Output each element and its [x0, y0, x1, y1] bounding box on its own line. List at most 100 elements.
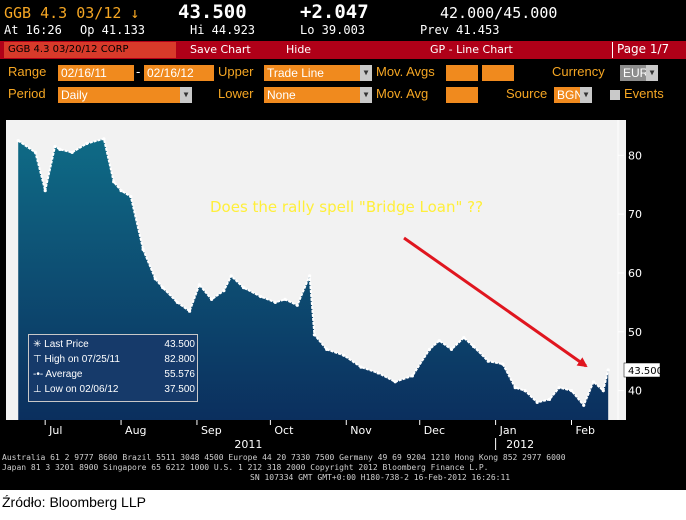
price-point: [129, 194, 133, 199]
mov-avgs-input-2[interactable]: [482, 65, 514, 81]
legend-last-price-label: ✳ Last Price: [33, 339, 89, 350]
price-point: [486, 359, 490, 363]
bloomberg-terminal: GGB 4.3 03/12 ↓ 43.500 +2.047 42.000/45.…: [0, 0, 686, 490]
legend-average-label: -•- Average: [33, 369, 83, 380]
chart-annotation: Does the rally spell "Bridge Loan" ??: [210, 198, 483, 216]
price-point: [535, 400, 539, 404]
price-point: [342, 353, 346, 357]
chevron-down-icon[interactable]: ▼: [646, 65, 658, 81]
events-label: Events: [624, 86, 664, 101]
y-tick-label: 70: [628, 208, 642, 221]
chevron-down-icon[interactable]: ▼: [180, 87, 192, 103]
price-point: [112, 180, 116, 184]
last-price: 43.500: [178, 1, 247, 23]
legend-average-value: 55.576: [164, 369, 195, 380]
price-point: [557, 386, 561, 390]
high-marker-icon: ⊤: [33, 354, 42, 365]
mov-avgs-input-1[interactable]: [446, 65, 478, 81]
price-point: [241, 286, 246, 290]
chevron-down-icon[interactable]: ▼: [360, 87, 372, 103]
price-point: [259, 294, 263, 299]
price-point: [606, 368, 610, 372]
price-line: [17, 137, 610, 408]
price-point: [222, 289, 226, 293]
price-point: [273, 300, 277, 304]
price-point: [16, 139, 20, 143]
price-point: [119, 189, 123, 193]
security-field[interactable]: GGB 4.3 03/20/12 CORP: [4, 42, 176, 58]
price-point: [582, 403, 586, 407]
price-point: [53, 144, 57, 149]
upper-select[interactable]: Trade Line: [264, 65, 360, 81]
price-point: [229, 274, 233, 278]
price-point: [33, 150, 37, 154]
price-point: [427, 347, 432, 351]
price-point: [85, 141, 89, 146]
bid-ask: 42.000/45.000: [440, 4, 558, 22]
price-point: [312, 333, 316, 337]
range-separator: -: [136, 64, 141, 79]
range-to-input[interactable]: 02/16/12: [144, 65, 214, 81]
price-point: [472, 344, 476, 349]
source-caption: Źródło: Bloomberg LLP: [2, 494, 146, 510]
low-price: Lo 39.003: [300, 23, 366, 37]
y-tick-label: 80: [628, 149, 642, 162]
price-change: +2.047: [300, 1, 369, 23]
legend-row: -•- Average 55.576: [33, 369, 195, 382]
chart-function-title: GP - Line Chart: [430, 43, 513, 56]
x-tick-label: Dec: [424, 424, 445, 437]
upper-label: Upper: [218, 64, 254, 79]
price-point: [161, 286, 165, 290]
chevron-down-icon[interactable]: ▼: [360, 65, 372, 81]
x-tick-label: Jul: [48, 424, 62, 437]
price-point: [325, 347, 329, 351]
price-point: [501, 362, 505, 366]
hide-button[interactable]: Hide: [286, 43, 312, 56]
legend-high-value: 82.800: [164, 354, 195, 365]
mov-avg-input[interactable]: [446, 87, 478, 103]
price-point: [102, 137, 106, 141]
trend-arrow: [403, 236, 588, 368]
price-point: [449, 347, 454, 351]
x-tick-label: Jan: [499, 424, 517, 437]
footer-line-3: SN 107334 GMT GMT+0:00 H180-738-2 16-Feb…: [250, 473, 511, 482]
x-tick-label: Feb: [575, 424, 594, 437]
price-point: [393, 380, 397, 384]
price-point: [437, 339, 441, 343]
lower-select[interactable]: None: [264, 87, 360, 103]
legend-row: ✳ Last Price 43.500: [33, 339, 195, 352]
last-price-tag: 43.500: [623, 362, 663, 378]
chevron-down-icon[interactable]: ▼: [580, 87, 592, 103]
x-tick-label: Nov: [350, 424, 372, 437]
currency-select[interactable]: EUR: [620, 65, 648, 81]
x-tick-label: Sep: [201, 424, 222, 437]
legend-row: ⊤ High on 07/25/11 82.800: [33, 354, 195, 367]
legend-row: ⊥ Low on 02/06/12 37.500: [33, 384, 195, 397]
mov-avg-label: Mov. Avg: [376, 86, 429, 101]
range-label: Range: [8, 64, 47, 79]
x-tick-label: Aug: [125, 424, 146, 437]
price-point: [601, 389, 605, 393]
lower-label: Lower: [218, 86, 254, 101]
price-point: [141, 247, 145, 251]
price-point: [70, 150, 74, 154]
source-select[interactable]: BGN: [554, 87, 583, 103]
range-from-input[interactable]: 02/16/11: [58, 65, 134, 81]
legend-low-value: 37.500: [164, 384, 195, 395]
price-point: [513, 386, 517, 390]
price-point: [188, 309, 192, 313]
y-tick-label: 60: [628, 267, 642, 280]
price-point: [410, 374, 414, 378]
price-point: [376, 371, 380, 375]
page-indicator[interactable]: Page 1/7: [612, 42, 684, 58]
events-checkbox[interactable]: [610, 90, 620, 100]
period-select[interactable]: Daily: [58, 87, 180, 103]
footer-line-2: Japan 81 3 3201 8900 Singapore 65 6212 1…: [2, 463, 489, 472]
chart-legend: ✳ Last Price 43.500 ⊤ High on 07/25/11 8…: [28, 334, 198, 402]
price-point: [58, 147, 62, 151]
price-point: [523, 389, 527, 393]
legend-low-label: ⊥ Low on 02/06/12: [33, 384, 119, 395]
x-year-label: 2011: [234, 438, 262, 451]
quote-header: GGB 4.3 03/12 ↓ 43.500 +2.047 42.000/45.…: [0, 1, 686, 24]
save-chart-button[interactable]: Save Chart: [190, 43, 251, 56]
